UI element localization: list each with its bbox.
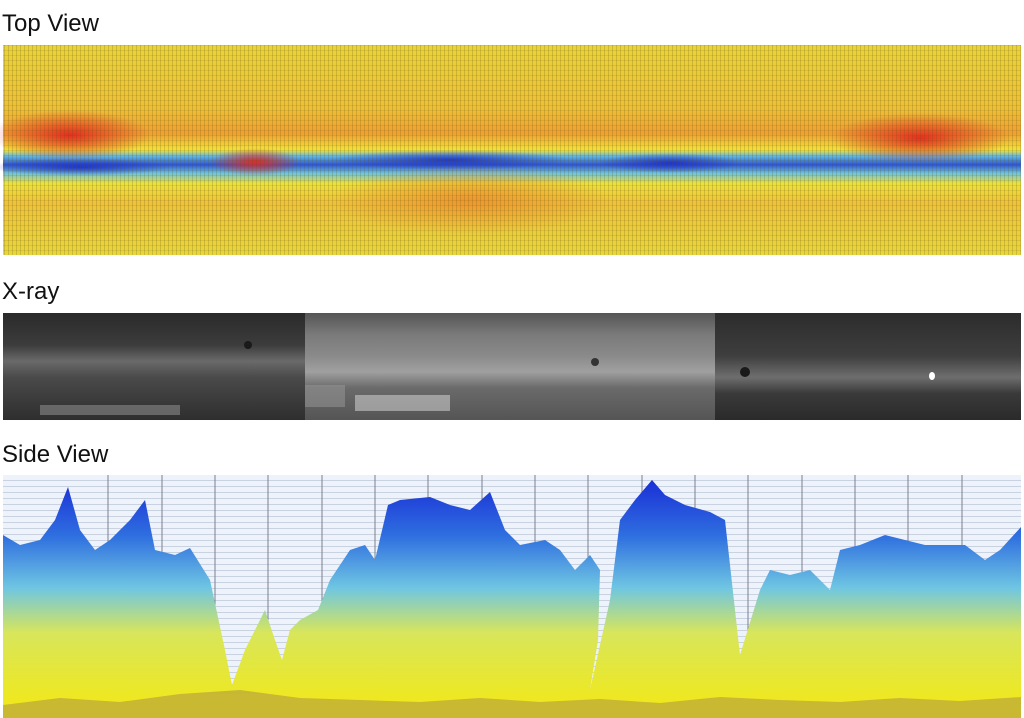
panel-title: Top View [2,10,100,37]
xray-image [3,313,1021,420]
panel-title: X-ray [2,278,59,305]
side-view-image [3,475,1021,718]
top-view-image [0,45,1021,255]
panel-title: Side View [2,441,109,468]
